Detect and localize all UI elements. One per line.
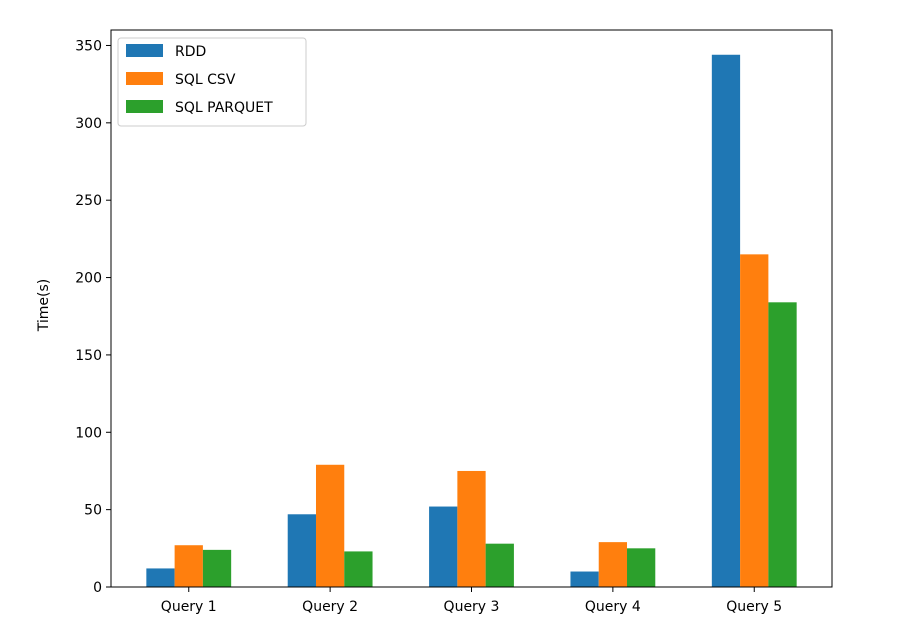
bar-sql-csv-query-4 (598, 542, 628, 587)
y-tick-label: 300 (75, 116, 102, 132)
y-tick-label: 50 (84, 503, 102, 519)
legend-swatch-rdd (126, 44, 163, 57)
bar-sql-parquet-query-4 (627, 548, 656, 587)
legend-label: SQL CSV (175, 72, 236, 88)
y-tick-label: 250 (75, 193, 102, 209)
x-tick-label: Query 1 (161, 599, 217, 615)
y-tick-label: 350 (75, 38, 102, 54)
bar-sql-csv-query-2 (315, 464, 345, 587)
bar-rdd-query-4 (570, 571, 599, 587)
y-tick-label: 100 (75, 425, 102, 441)
bar-sql-parquet-query-2 (344, 551, 373, 587)
x-tick-label: Query 3 (444, 599, 500, 615)
bar-sql-csv-query-1 (174, 545, 203, 587)
legend-box (117, 37, 307, 127)
y-axis-label-group: Time(s) (36, 279, 52, 332)
bar-sql-parquet-query-1 (202, 549, 232, 587)
legend: RDD SQL CSV SQL PARQUET (117, 37, 307, 127)
legend-label: SQL PARQUET (175, 100, 273, 116)
bar-rdd-query-1 (146, 568, 175, 587)
legend-swatch-sql-csv (126, 72, 163, 85)
legend-label: RDD (175, 44, 206, 60)
x-tick-label: Query 2 (302, 599, 358, 615)
y-axis-label: Time(s) (36, 279, 52, 332)
y-tick-label: 150 (75, 348, 102, 364)
bar-rdd-query-5 (711, 54, 741, 587)
bar-sql-csv-query-5 (740, 254, 769, 587)
bar-rdd-query-2 (287, 514, 316, 587)
bar-sql-parquet-query-3 (485, 543, 514, 587)
bars-group (146, 54, 797, 587)
bar-sql-csv-query-3 (457, 470, 486, 587)
legend-items: RDD SQL CSV SQL PARQUET (126, 44, 273, 116)
legend-swatch-sql-parquet (126, 100, 163, 113)
y-tick-label: 0 (93, 580, 102, 596)
bar-sql-parquet-query-5 (768, 302, 797, 587)
y-tick-label: 200 (75, 271, 102, 287)
x-tick-label: Query 5 (726, 599, 782, 615)
x-tick-label: Query 4 (585, 599, 641, 615)
axis-ticks: 0 50 100 150 200 250 300 350 Query 1 Query 2 Query… (75, 38, 782, 615)
plot-frame (110, 29, 833, 588)
bar-rdd-query-3 (429, 506, 458, 587)
